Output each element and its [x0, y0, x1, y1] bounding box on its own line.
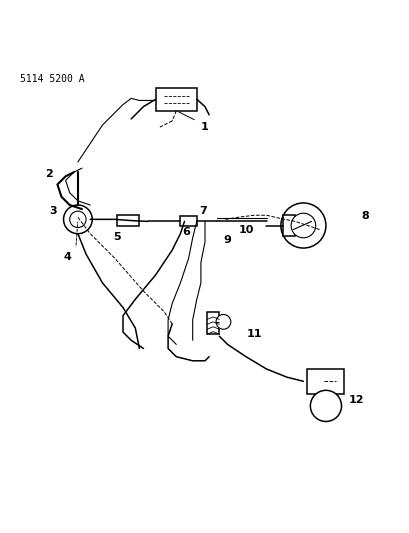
Text: 1: 1	[200, 122, 208, 132]
FancyBboxPatch shape	[207, 312, 219, 334]
FancyBboxPatch shape	[155, 88, 196, 111]
Circle shape	[290, 213, 315, 238]
Text: 3: 3	[49, 206, 57, 216]
Circle shape	[216, 314, 230, 329]
Text: 8: 8	[360, 212, 368, 222]
Text: 10: 10	[238, 224, 253, 235]
Circle shape	[70, 211, 86, 228]
FancyBboxPatch shape	[307, 369, 344, 393]
Text: 5: 5	[113, 232, 120, 242]
FancyBboxPatch shape	[117, 215, 139, 225]
Text: 2: 2	[45, 169, 53, 179]
Text: 7: 7	[199, 206, 206, 216]
Text: 11: 11	[246, 329, 261, 339]
Circle shape	[310, 390, 341, 422]
Circle shape	[280, 203, 325, 248]
Text: 12: 12	[348, 395, 364, 405]
Text: 6: 6	[182, 228, 190, 238]
FancyBboxPatch shape	[180, 216, 196, 225]
Text: 5114 5200 A: 5114 5200 A	[20, 74, 85, 84]
Text: 9: 9	[223, 235, 231, 245]
Circle shape	[63, 205, 92, 233]
Text: 4: 4	[63, 252, 72, 262]
FancyBboxPatch shape	[282, 215, 294, 236]
